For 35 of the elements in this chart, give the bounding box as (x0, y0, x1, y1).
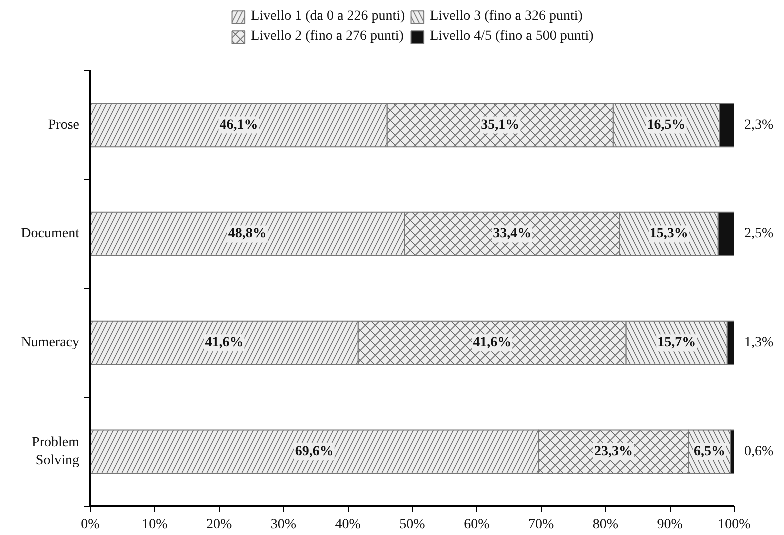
data-label: 6,5% (694, 444, 726, 460)
x-tick-label: 70% (528, 518, 554, 532)
data-label: 0,6% (744, 444, 774, 460)
x-tick-label: 40% (335, 518, 362, 532)
data-label: 41,6% (473, 336, 512, 351)
x-tick-label: 0% (81, 518, 100, 532)
data-label: 16,5% (647, 118, 686, 133)
legend-label: Livello 2 (fino a 276 punti) (251, 29, 404, 45)
x-tick-label: 30% (270, 518, 297, 532)
data-label: 33,4% (493, 226, 532, 242)
data-label: 35,1% (481, 118, 520, 133)
x-tick-label: 10% (142, 518, 168, 532)
y-tick-label: Prose (48, 118, 80, 133)
data-label: 23,3% (594, 444, 633, 460)
data-label: 48,8% (228, 226, 267, 242)
x-tick-label: 100% (718, 518, 752, 532)
y-tick-label: Numeracy (21, 336, 80, 351)
legend-label: Livello 3 (fino a 326 punti) (430, 9, 583, 25)
y-tick-label: Document (21, 226, 80, 242)
y-tick-label: Problem Solving (32, 436, 80, 469)
data-label: 2,3% (744, 118, 774, 133)
x-tick-label: 80% (592, 518, 619, 532)
x-tick-label: 60% (464, 518, 490, 532)
data-label: 1,3% (744, 336, 774, 351)
data-label: 46,1% (220, 118, 258, 133)
data-label: 69,6% (295, 444, 334, 460)
data-label: 41,6% (205, 336, 244, 351)
x-tick-label: 50% (400, 518, 426, 532)
data-label: 2,5% (744, 226, 774, 242)
legend-label: Livello 1 (da 0 a 226 punti) (251, 9, 406, 25)
data-label: 15,7% (658, 336, 696, 351)
x-tick-label: 20% (206, 518, 232, 532)
legend-label: Livello 4/5 (fino a 500 punti) (430, 29, 594, 45)
data-label: 15,3% (650, 226, 688, 242)
x-tick-label: 90% (657, 518, 684, 532)
